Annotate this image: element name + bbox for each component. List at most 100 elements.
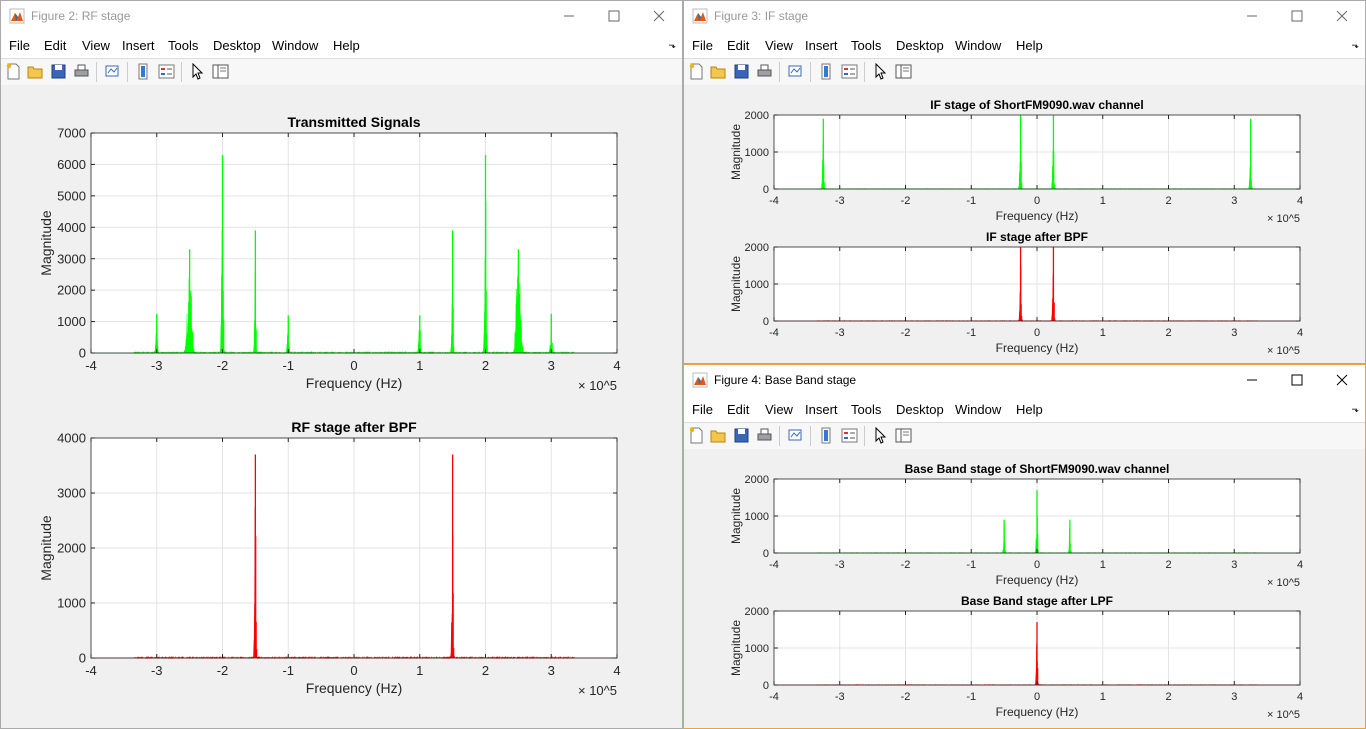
edit-plot-icon[interactable] [872,426,889,444]
edit-plot-icon[interactable] [189,62,206,80]
toolbar-toggle-arrow-icon[interactable]: ⬎ [1351,40,1359,50]
menu-insert[interactable]: Insert [805,402,838,417]
toolbar-separator [779,426,780,446]
x-tick-label: -4 [769,691,779,703]
menu-view[interactable]: View [765,402,793,417]
y-tick-label: 3000 [57,486,86,501]
minimize-button[interactable] [1230,368,1274,392]
plot-area[interactable]: -4 -3 -2 -1 0 1 2 3 4 0 1000 2000 IF stage of ShortF… [684,85,1365,363]
figure-4-window[interactable]: Figure 4: Base Band stage File Edit View In… [683,364,1366,729]
menu-desktop[interactable]: Desktop [896,402,944,417]
legend-icon[interactable] [158,63,175,80]
menu-file[interactable]: File [692,38,713,53]
print-icon[interactable] [73,63,90,80]
menu-file[interactable]: File [692,402,713,417]
chart-4[interactable]: -4 -3 -2 -1 0 1 2 3 4 0 1000 2000 Base Band stage of… [729,462,1303,589]
print-icon[interactable] [756,63,773,80]
new-figure-icon[interactable] [688,427,705,444]
menu-window[interactable]: Window [955,38,1002,53]
chart-title: Base Band stage of ShortFM9090.wav chann… [905,462,1170,476]
open-file-icon[interactable] [710,427,727,444]
y-tick-label: 2000 [745,474,769,486]
maximize-button[interactable] [1275,4,1319,28]
figure-2-axes[interactable]: -4 -3 -2 -1 0 1 2 3 4 0 1000 2000 3000 4000 5000 6000 70… [1,85,683,729]
plot-area[interactable]: -4 -3 -2 -1 0 1 2 3 4 0 1000 2000 Base Band stage of… [684,449,1365,728]
plot-area[interactable]: -4 -3 -2 -1 0 1 2 3 4 0 1000 2000 3000 4000 5000 6000 70… [1,85,682,728]
save-icon[interactable] [733,427,750,444]
figure-2-window[interactable]: Figure 2: RF stage File Edit View Insert Too… [0,0,683,729]
y-tick-label: 1000 [745,643,769,655]
chart-0[interactable]: -4 -3 -2 -1 0 1 2 3 4 0 1000 2000 3000 4000 5000 6000 70… [38,114,621,393]
x-axis-label: Frequency (Hz) [306,680,402,696]
x-tick-label: 1 [1100,691,1106,703]
legend-icon[interactable] [841,427,858,444]
chart-1[interactable]: -4 -3 -2 -1 0 1 2 3 4 0 1000 2000 3000 4000 RF stage a… [38,419,621,698]
edit-plot-icon[interactable] [872,62,889,80]
menu-edit[interactable]: Edit [727,402,750,417]
title-bar[interactable]: Figure 3: IF stage [684,1,1365,31]
colorbar-icon[interactable] [135,63,152,80]
menu-edit[interactable]: Edit [727,38,750,53]
x-tick-label: -3 [835,691,845,703]
chart-2[interactable]: -4 -3 -2 -1 0 1 2 3 4 0 1000 2000 IF stage of ShortF… [729,98,1303,225]
menu-file[interactable]: File [9,38,30,53]
new-figure-icon[interactable] [688,63,705,80]
menu-help[interactable]: Help [1016,402,1043,417]
menu-tools[interactable]: Tools [851,402,882,417]
print-icon[interactable] [756,427,773,444]
menu-insert[interactable]: Insert [122,38,155,53]
figure-4-axes[interactable]: -4 -3 -2 -1 0 1 2 3 4 0 1000 2000 Base Band stage of… [684,449,1366,729]
legend-icon[interactable] [841,63,858,80]
maximize-button[interactable] [1275,368,1319,392]
toolbar-toggle-arrow-icon[interactable]: ⬎ [1351,404,1359,414]
close-button[interactable] [637,4,681,28]
title-bar[interactable]: Figure 4: Base Band stage [684,365,1365,395]
new-figure-icon[interactable] [5,63,22,80]
save-icon[interactable] [50,63,67,80]
link-plot-icon[interactable] [787,63,804,80]
link-plot-icon[interactable] [787,427,804,444]
property-inspector-icon[interactable] [212,63,229,80]
menu-help[interactable]: Help [1016,38,1043,53]
x-tick-label: -4 [769,327,779,339]
minimize-button[interactable] [1230,4,1274,28]
chart-5[interactable]: -4 -3 -2 -1 0 1 2 3 4 0 1000 2000 Base Band stage af… [729,594,1303,721]
figure-3-window[interactable]: Figure 3: IF stage File Edit View Insert Too… [683,0,1366,364]
menu-tools[interactable]: Tools [168,38,199,53]
figure-3-axes[interactable]: -4 -3 -2 -1 0 1 2 3 4 0 1000 2000 IF stage of ShortF… [684,85,1366,364]
close-button[interactable] [1320,4,1364,28]
link-plot-icon[interactable] [104,63,121,80]
colorbar-icon[interactable] [818,427,835,444]
open-file-icon[interactable] [27,63,44,80]
save-icon[interactable] [733,63,750,80]
menu-help[interactable]: Help [333,38,360,53]
x-tick-label: 1 [416,663,423,678]
minimize-button[interactable] [547,4,591,28]
menu-insert[interactable]: Insert [805,38,838,53]
property-inspector-icon[interactable] [895,427,912,444]
menu-desktop[interactable]: Desktop [213,38,261,53]
toolbar-toggle-arrow-icon[interactable]: ⬎ [668,40,676,50]
open-file-icon[interactable] [710,63,727,80]
title-bar[interactable]: Figure 2: RF stage [1,1,682,31]
chart-3[interactable]: -4 -3 -2 -1 0 1 2 3 4 0 1000 2000 IF stage after BPF… [729,230,1303,357]
close-button[interactable] [1320,368,1364,392]
matlab-icon [9,8,25,24]
menu-window[interactable]: Window [272,38,319,53]
x-tick-label: 3 [548,663,555,678]
y-axis-label: Magnitude [38,210,54,276]
x-tick-label: 1 [1100,195,1106,207]
x-axis-label: Frequency (Hz) [996,573,1079,587]
y-axis-label: Magnitude [729,488,743,544]
menu-view[interactable]: View [82,38,110,53]
menu-tools[interactable]: Tools [851,38,882,53]
property-inspector-icon[interactable] [895,63,912,80]
menu-edit[interactable]: Edit [44,38,67,53]
menu-view[interactable]: View [765,38,793,53]
x-tick-label: 3 [1231,691,1237,703]
menu-desktop[interactable]: Desktop [896,38,944,53]
colorbar-icon[interactable] [818,63,835,80]
figure-toolbar [1,58,682,86]
maximize-button[interactable] [592,4,636,28]
menu-window[interactable]: Window [955,402,1002,417]
